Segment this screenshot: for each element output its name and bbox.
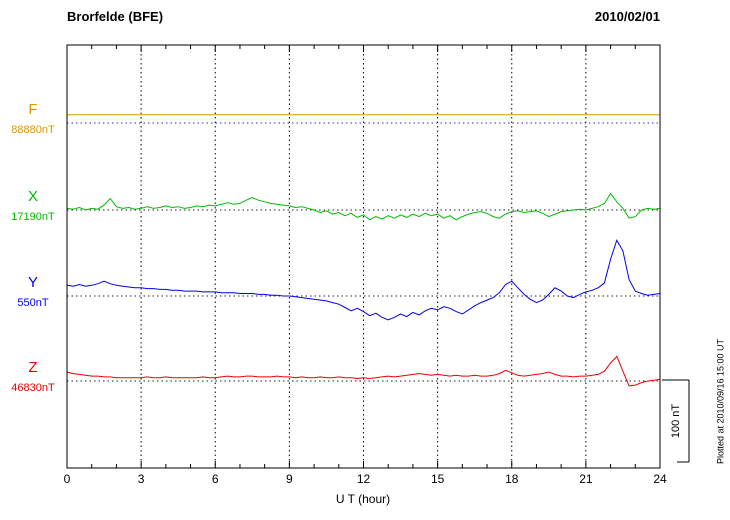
scale-bar-label: 100 nT — [670, 403, 682, 439]
trace-X — [66, 192, 661, 221]
plot-date: 2010/02/01 — [594, 9, 660, 24]
channel-baseline-value-X: 17190nT — [11, 211, 55, 223]
x-tick-label-0: 0 — [63, 472, 71, 486]
x-axis-label: U T (hour) — [335, 492, 391, 506]
x-tick-label-9: 9 — [286, 472, 293, 486]
x-tick-label-24: 24 — [653, 472, 667, 486]
trace-Z — [66, 355, 661, 387]
channel-baseline-value-Y: 550nT — [17, 297, 49, 309]
x-tick-label-18: 18 — [505, 472, 519, 486]
channel-label-Z: Z 46830nT — [2, 359, 64, 395]
plot-border — [66, 44, 661, 469]
x-tick-label-3: 3 — [137, 472, 145, 486]
x-tick-label-15: 15 — [430, 472, 445, 486]
channel-label-X: X 17190nT — [2, 188, 64, 224]
channel-letter-X: X — [27, 188, 38, 205]
channel-letter-F: F — [28, 101, 38, 118]
channel-baseline-value-F: 88880nT — [11, 124, 55, 136]
channel-label-Y: Y 550nT — [2, 274, 64, 310]
station-title: Brorfelde (BFE) — [67, 9, 164, 24]
channel-letter-Z: Z — [28, 359, 38, 376]
plotted-at-note: Plotted at 2010/09/16 15:00 UT — [715, 338, 726, 465]
channel-label-F: F 88880nT — [2, 101, 64, 137]
x-tick-label-12: 12 — [356, 472, 371, 486]
channel-letter-Y: Y — [27, 274, 38, 291]
channel-baseline-value-Z: 46830nT — [11, 382, 55, 394]
x-tick-label-6: 6 — [211, 472, 219, 486]
x-tick-label-21: 21 — [579, 472, 593, 486]
trace-Y — [66, 238, 661, 321]
